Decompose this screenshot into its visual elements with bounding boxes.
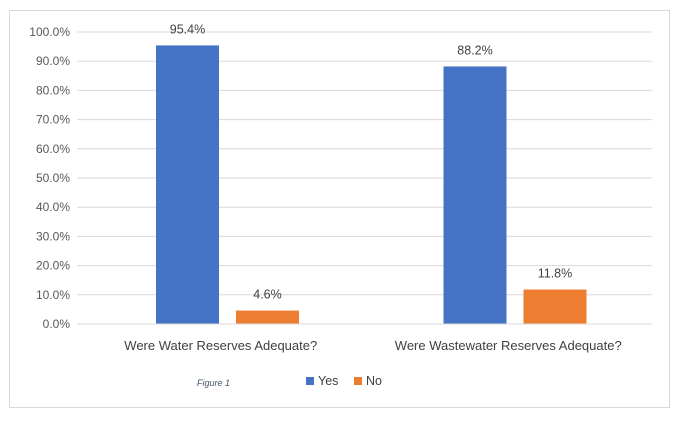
legend-swatch-yes: [306, 377, 314, 385]
y-tick-label: 0.0%: [43, 317, 71, 331]
data-label: 11.8%: [538, 267, 573, 281]
category-labels: Were Water Reserves Adequate? Were Wastew…: [124, 338, 621, 353]
data-label: 95.4%: [170, 22, 205, 36]
y-tick-label: 30.0%: [36, 229, 70, 243]
legend-label-no: No: [366, 374, 382, 388]
figure-caption: Figure 1: [197, 378, 230, 388]
bar-yes: [156, 45, 219, 324]
y-tick-label: 100.0%: [29, 25, 70, 39]
y-tick-label: 90.0%: [36, 54, 70, 68]
category-label: Were Water Reserves Adequate?: [124, 338, 317, 353]
bar-no: [523, 289, 587, 324]
data-label: 88.2%: [457, 43, 492, 57]
legend: Yes No: [306, 374, 382, 388]
legend-label-yes: Yes: [318, 374, 338, 388]
y-tick-label: 20.0%: [36, 259, 70, 273]
y-tick-label: 10.0%: [36, 288, 70, 302]
legend-swatch-no: [354, 377, 362, 385]
chart-frame: [9, 10, 670, 408]
y-tick-label: 70.0%: [36, 113, 70, 127]
y-axis-ticks: 0.0% 10.0% 20.0% 30.0% 40.0% 50.0% 60.0% 70.0% 8…: [29, 25, 70, 331]
bars: [156, 45, 587, 325]
bar-yes: [443, 66, 507, 325]
data-label: 4.6%: [253, 288, 282, 302]
y-tick-label: 80.0%: [36, 83, 70, 97]
y-tick-label: 60.0%: [36, 142, 70, 156]
data-labels: 95.4% 4.6% 88.2% 11.8%: [170, 22, 572, 301]
bar-no: [236, 310, 299, 324]
y-tick-label: 40.0%: [36, 200, 70, 214]
y-tick-label: 50.0%: [36, 171, 70, 185]
category-label: Were Wastewater Reserves Adequate?: [395, 338, 622, 353]
